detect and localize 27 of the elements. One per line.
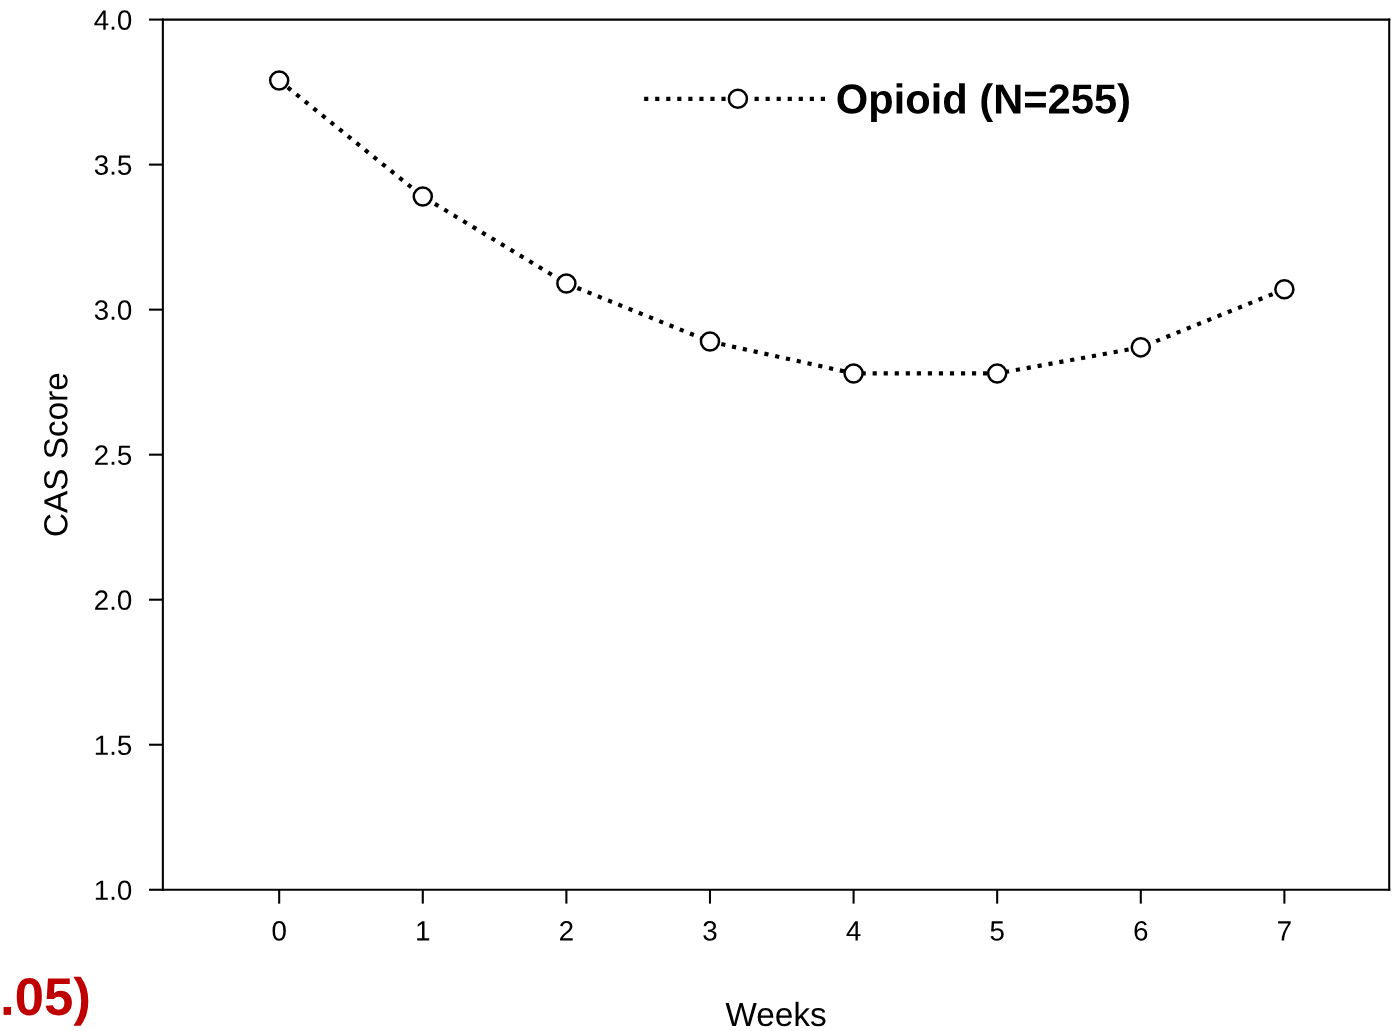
x-tick-label: 6 [1134,921,1148,941]
x-tick-label: 3 [703,921,717,941]
x-tick-label: 4 [846,921,861,941]
y-tick-label: 2.0 [95,590,132,611]
point [699,331,721,352]
y-tick-label: 1.5 [95,735,132,756]
x-tick-label: 7 [1278,921,1291,941]
y-tick-label: 3.5 [94,155,132,175]
point [986,363,1008,384]
point [1130,337,1152,358]
point [556,273,577,294]
y-tick-label: 4.0 [94,10,132,30]
x-tick-label: 2 [560,921,573,941]
point [412,186,434,207]
point [268,70,290,91]
y-tick-label: 3.0 [94,300,132,320]
y-tick-label: 2.5 [95,445,132,466]
point [843,363,864,384]
y-axis-title: CAS Score [44,373,68,536]
x-tick-label: 1 [417,921,430,941]
text: .05) [3,976,89,1026]
x-tick-label: 0 [272,921,286,941]
point [1274,279,1295,300]
legend-label: Opioid (N=255) [837,83,1129,123]
y-tick-label: 1.0 [95,880,132,901]
x-axis-title: Weeks [725,1001,826,1027]
x-tick-label: 5 [990,921,1004,941]
